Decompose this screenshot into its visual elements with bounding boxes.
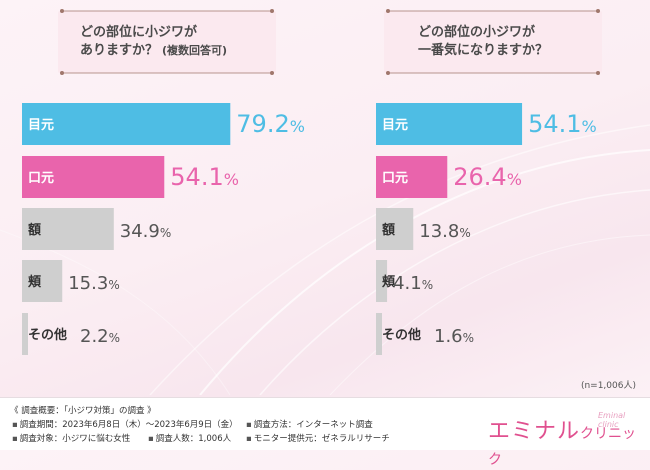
bar-left-4 — [22, 313, 28, 355]
bar-right-1 — [376, 156, 448, 198]
bar-left-1 — [22, 156, 165, 198]
ornament-top-right — [386, 9, 600, 13]
bullet-icon: ▪ — [12, 420, 18, 430]
bar-right-4 — [376, 313, 382, 355]
question-left: どの部位に小ジワが ありますか？ (複数回答可) — [58, 9, 276, 75]
value-label-left-0: 79.2% — [236, 110, 305, 138]
survey-target: ▪ 調査対象：小ジワに悩む女性 — [12, 432, 130, 444]
question-left-line1: どの部位に小ジワが — [80, 25, 198, 40]
value-label-right-2: 13.8% — [419, 221, 470, 242]
bar-left-3 — [22, 260, 63, 302]
sample-size-note: (n=1,006人) — [580, 381, 636, 391]
category-label-left-2: 額 — [27, 222, 41, 238]
bullet-icon: ▪ — [148, 434, 154, 444]
bar-left-0 — [22, 103, 231, 145]
survey-count-text: 調査人数：1,006人 — [155, 434, 232, 444]
bar-right-2 — [376, 208, 414, 250]
survey-heading: 《 調査概要：「小ジワ対策」の調査 》 — [10, 406, 156, 416]
survey-period: ▪ 調査期間：2023年6月8日（木）～2023年6月9日（金） — [12, 418, 238, 430]
category-label-right-4: その他 — [382, 327, 421, 343]
bullet-icon: ▪ — [246, 434, 252, 444]
category-label-left-3: 頬 — [28, 274, 42, 290]
bar-right-3 — [376, 260, 388, 302]
value-label-right-1: 26.4% — [453, 163, 522, 191]
brand-name-main: エミナル — [488, 419, 581, 444]
category-label-left-4: その他 — [28, 327, 67, 343]
question-right-line2: 一番気になりますか？ — [418, 43, 549, 58]
bullet-icon: ▪ — [246, 420, 252, 430]
survey-provider: ▪ モニター提供元：ゼネラルリサーチ — [246, 432, 390, 444]
category-label-right-3: 頬 — [382, 274, 396, 290]
survey-period-text: 調査期間：2023年6月8日（木）～2023年6月9日（金） — [19, 420, 238, 430]
category-label-right-2: 額 — [381, 222, 395, 238]
survey-footer: 《 調査概要：「小ジワ対策」の調査 》 ▪ 調査期間：2023年6月8日（木）～2… — [0, 397, 650, 450]
value-label-left-1: 54.1% — [170, 163, 239, 191]
ornament-bottom-left — [60, 71, 274, 75]
value-label-right-0: 54.1% — [528, 110, 597, 138]
bullet-icon: ▪ — [12, 434, 18, 444]
survey-method: ▪ 調査方法：インターネット調査 — [246, 418, 373, 430]
value-label-left-2: 34.9% — [120, 221, 171, 242]
brand-tagline: Eminal clinic — [598, 411, 626, 429]
bar-left-2 — [22, 208, 114, 250]
value-label-right-4: 1.6% — [434, 326, 474, 347]
category-label-left-0: 目元 — [28, 118, 54, 133]
survey-target-text: 調査対象：小ジワに悩む女性 — [19, 434, 131, 444]
question-right-line1: どの部位の小ジワが — [418, 25, 536, 40]
category-label-right-1: 口元 — [382, 171, 408, 186]
question-left-line2: ありますか？ — [80, 43, 159, 58]
survey-provider-text: モニター提供元：ゼネラルリサーチ — [253, 434, 390, 444]
question-left-sub: (複数回答可) — [162, 44, 228, 57]
ornament-bottom-right — [386, 71, 600, 75]
survey-count: ▪ 調査人数：1,006人 — [148, 432, 231, 444]
category-label-right-0: 目元 — [382, 118, 408, 133]
value-label-left-3: 15.3% — [68, 273, 119, 294]
value-label-left-4: 2.2% — [80, 326, 120, 347]
bar-charts: 目元 79.2% 口元 54.1% 額 34.9% 頬 15.3% その他 2.2% 目元 54.1%… — [22, 103, 597, 355]
ornament-top-left — [60, 9, 274, 13]
question-right: どの部位の小ジワが 一番気になりますか？ — [384, 9, 602, 75]
value-label-right-3: 4.1% — [393, 273, 433, 294]
bar-right-0 — [376, 103, 523, 145]
category-label-left-1: 口元 — [28, 171, 54, 186]
survey-method-text: 調査方法：インターネット調査 — [253, 420, 373, 430]
brand-logo: エミナルクリニック Eminal clinic — [488, 411, 648, 468]
